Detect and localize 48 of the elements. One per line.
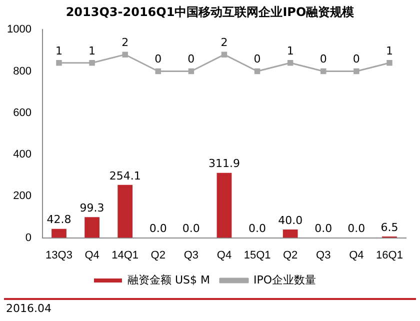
legend-label: IPO企业数量	[253, 273, 316, 286]
data-label: 1	[286, 44, 294, 58]
data-label: 0.0	[182, 222, 200, 236]
y-tick-label: 1000	[6, 24, 32, 36]
data-label: 42.8	[46, 213, 72, 226]
data-label: 1	[386, 44, 393, 58]
text: 2016.04	[6, 302, 52, 315]
data-label: 1	[88, 44, 96, 58]
data-label: 2	[122, 36, 129, 49]
bar	[84, 217, 100, 238]
data-label: 0	[352, 52, 360, 66]
data-label: 0	[188, 52, 195, 66]
x-tick-label: 16Q1	[376, 249, 403, 262]
y-tick-label: 0	[25, 232, 32, 244]
y-tick-label: 800	[13, 65, 32, 78]
legend-label: 融资金额 US$ M	[127, 273, 210, 286]
data-label: 0	[254, 52, 261, 66]
data-label: 0.0	[348, 222, 366, 236]
x-tick-label: Q4	[349, 249, 364, 262]
bar	[118, 184, 133, 238]
x-tick-label: Q4	[216, 249, 232, 262]
bar	[216, 172, 232, 238]
data-label: 0.0	[248, 222, 266, 236]
y-tick-label: 600	[13, 106, 32, 119]
y-tick-label: 200	[13, 190, 32, 202]
data-label: 0.0	[314, 222, 332, 236]
data-label: 1	[55, 44, 62, 58]
data-label: 40.0	[278, 214, 303, 227]
y-tick-label: 400	[13, 148, 32, 161]
data-label: 311.9	[208, 157, 240, 170]
x-tick-label: Q2	[150, 249, 166, 262]
x-tick-label: Q2	[282, 249, 298, 262]
chart-title: 2013Q3-2016Q1中国移动互联网企业IPO融资规模	[64, 4, 356, 21]
data-label: 0	[154, 52, 162, 66]
x-tick-label: Q4	[84, 249, 100, 262]
x-tick-label: 13Q3	[46, 249, 72, 262]
x-tick-label: 14Q1	[112, 249, 139, 262]
x-tick-label: Q3	[184, 249, 199, 262]
bar	[52, 228, 66, 238]
x-tick-label: 15Q1	[244, 249, 271, 262]
data-label: 99.3	[80, 201, 104, 214]
bar	[282, 229, 298, 238]
data-label: 2	[220, 36, 228, 49]
data-label: 254.1	[109, 169, 141, 182]
data-label: 6.5	[380, 220, 398, 234]
data-label: 0	[320, 52, 327, 66]
data-label: 0.0	[149, 222, 167, 236]
x-tick-label: Q3	[316, 249, 331, 262]
